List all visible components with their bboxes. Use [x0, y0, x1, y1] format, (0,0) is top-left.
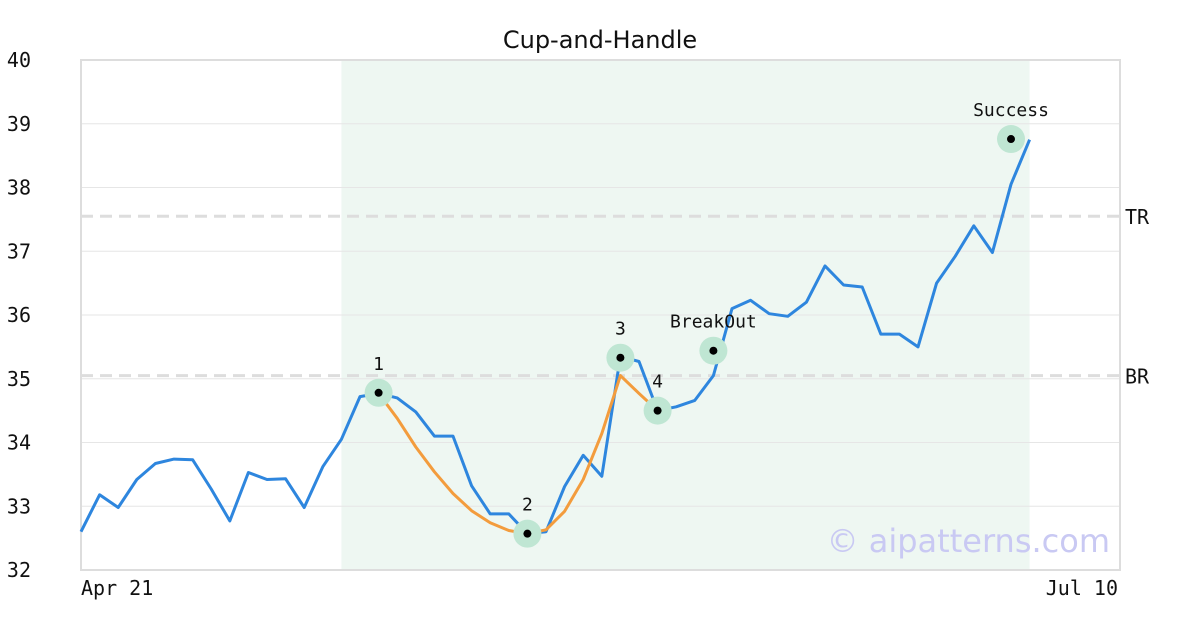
point-marker	[1007, 135, 1015, 144]
x-tick-label: Jul 10	[1046, 576, 1118, 600]
point-label: 4	[652, 372, 663, 393]
chart-title: Cup-and-Handle	[503, 26, 697, 54]
point-label: 2	[522, 495, 533, 516]
point-marker	[374, 388, 383, 397]
y-tick-label: 38	[7, 176, 31, 200]
point-marker	[709, 346, 718, 355]
y-tick-label: 33	[7, 494, 31, 518]
price-line	[79, 139, 1031, 536]
y-tick-label: 36	[7, 303, 31, 327]
point-label: 3	[615, 319, 626, 340]
watermark: © aipatterns.com	[827, 522, 1110, 560]
level-label-tr: TR	[1125, 205, 1150, 229]
y-tick-label: 32	[7, 558, 31, 582]
x-tick-label: Apr 21	[81, 576, 153, 600]
point-marker	[523, 529, 532, 538]
point-marker	[653, 406, 662, 415]
point-marker	[616, 353, 625, 362]
point-label: BreakOut	[670, 312, 757, 333]
y-tick-label: 35	[7, 367, 31, 391]
level-label-br: BR	[1125, 365, 1150, 389]
y-tick-label: 34	[7, 431, 31, 455]
y-tick-label: 40	[7, 48, 31, 72]
plot-frame	[80, 59, 1121, 571]
y-tick-label: 37	[7, 239, 31, 263]
point-label: 1	[373, 354, 384, 375]
y-tick-label: 39	[7, 112, 31, 136]
point-label: Success	[973, 100, 1049, 121]
